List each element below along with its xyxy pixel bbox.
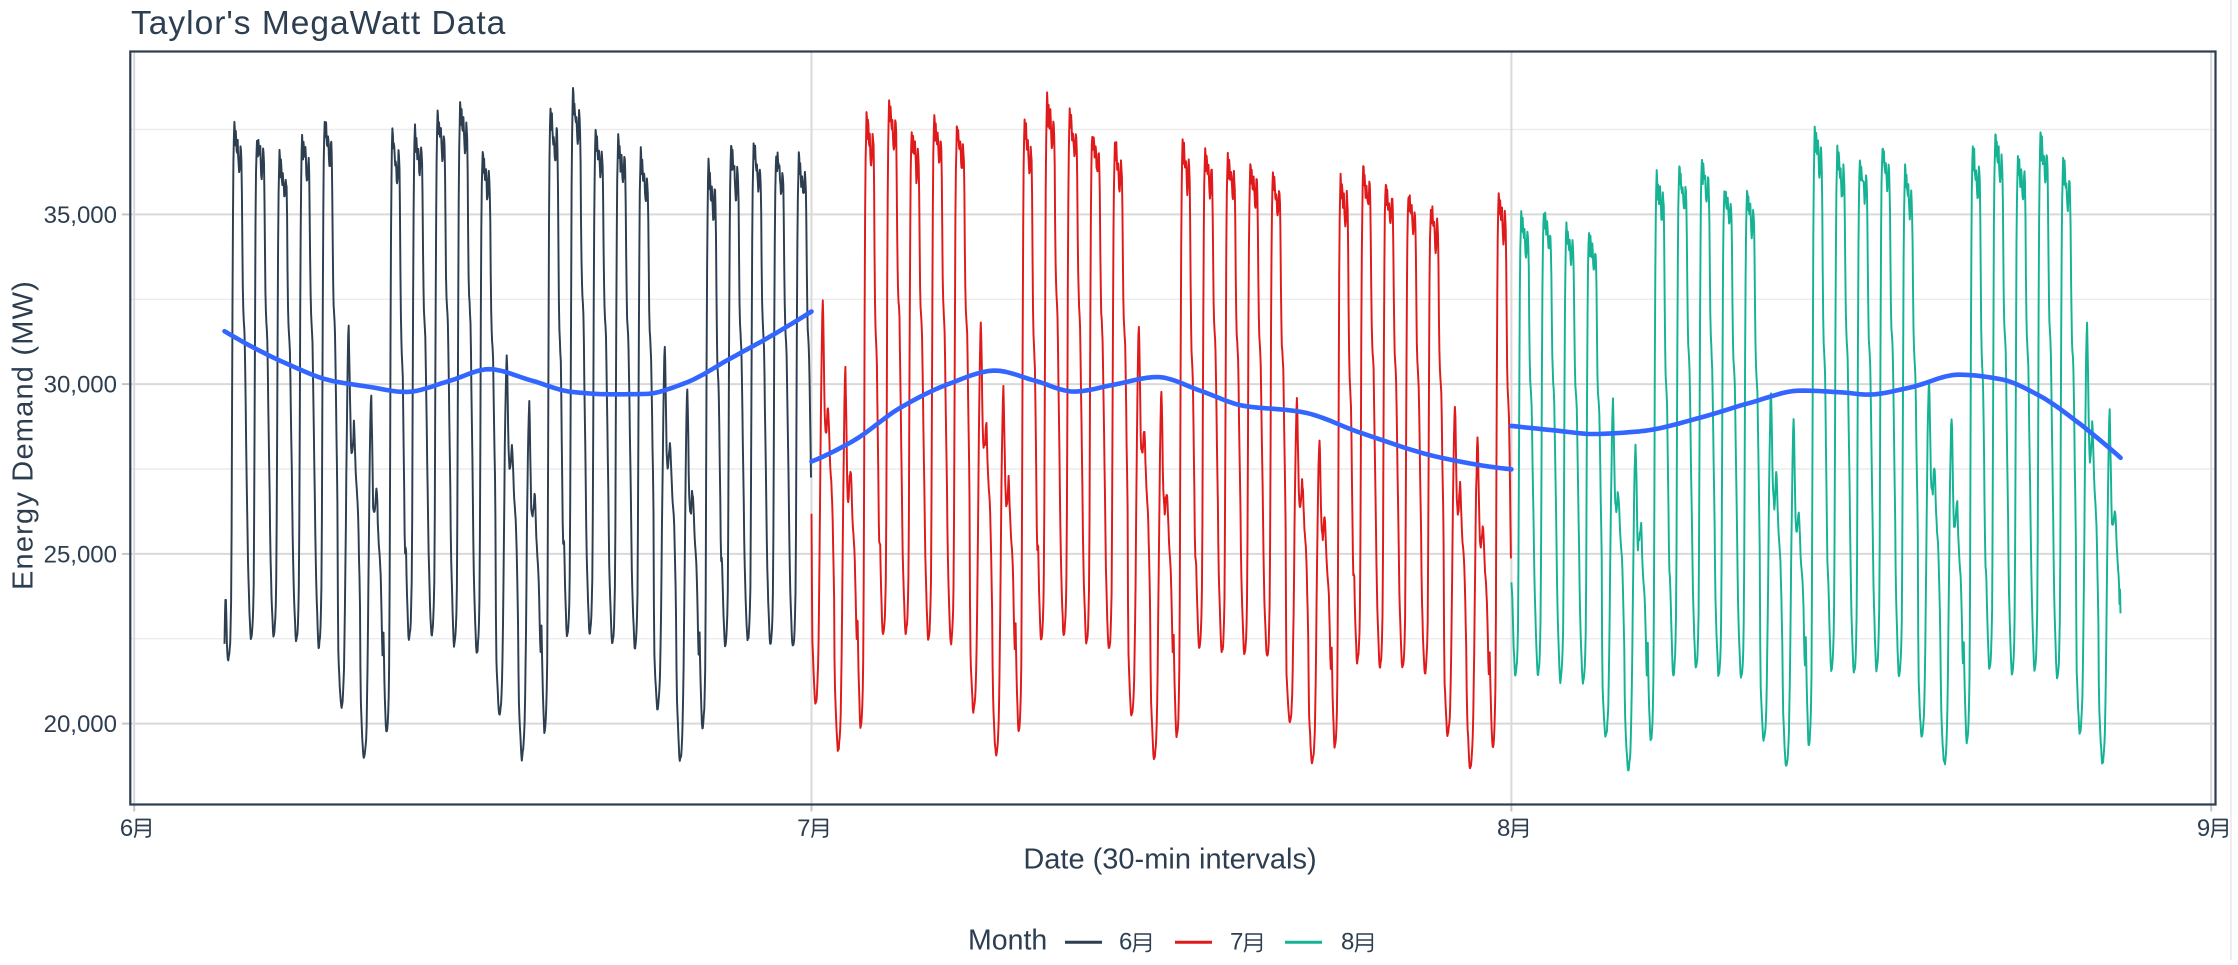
svg-text:20,000: 20,000	[44, 711, 117, 738]
svg-text:7: 7	[797, 815, 810, 842]
svg-text:Taylor's MegaWatt Data: Taylor's MegaWatt Data	[131, 5, 506, 42]
svg-text:Date (30-min intervals): Date (30-min intervals)	[1023, 844, 1316, 876]
svg-text:8: 8	[1341, 929, 1354, 956]
svg-text:7: 7	[1230, 929, 1243, 956]
svg-text:6: 6	[120, 815, 133, 842]
svg-text:30,000: 30,000	[44, 372, 117, 399]
svg-text:35,000: 35,000	[44, 202, 117, 229]
svg-text:6: 6	[1119, 929, 1132, 956]
svg-text:Energy Demand (MW): Energy Demand (MW)	[8, 280, 40, 590]
svg-text:8: 8	[1497, 815, 1510, 842]
svg-text:Month: Month	[968, 925, 1047, 957]
svg-text:9: 9	[2197, 815, 2210, 842]
svg-text:25,000: 25,000	[44, 541, 117, 568]
